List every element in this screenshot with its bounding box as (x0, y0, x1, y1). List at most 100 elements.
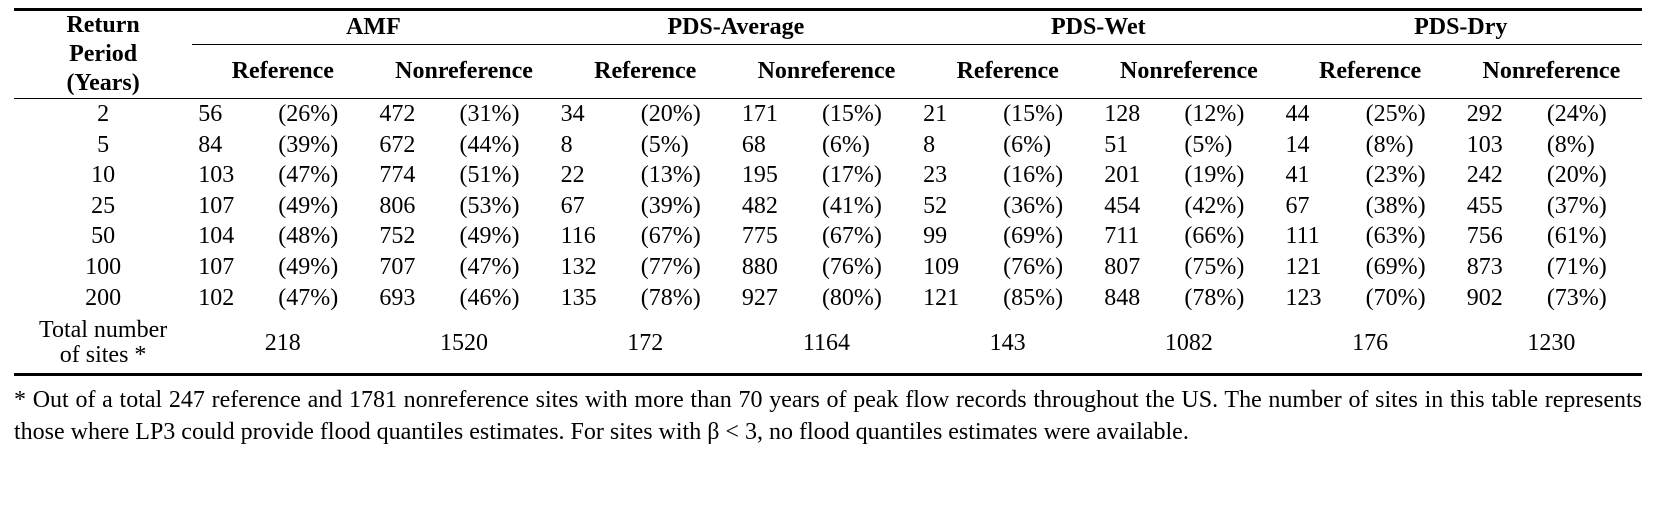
total-value: 176 (1352, 329, 1389, 356)
site-count-cell: 107 (198, 192, 235, 219)
total-row: Total number of sites * 218 1520 172 116… (14, 313, 1642, 375)
site-percent-cell: (85%) (1003, 284, 1064, 311)
subheader-reference: Reference (231, 58, 334, 85)
group-header-amf: AMF (192, 9, 555, 45)
site-percent-cell: (80%) (821, 284, 882, 311)
site-count-cell: 752 (379, 223, 416, 250)
site-count-cell: 848 (1104, 284, 1141, 311)
site-percent-cell: (6%) (1003, 131, 1052, 158)
site-count-cell: 109 (923, 253, 960, 280)
site-count-cell: 51 (1104, 131, 1129, 158)
site-percent-cell: (15%) (1003, 101, 1064, 127)
site-count-cell: 242 (1466, 162, 1503, 189)
site-count-cell: 52 (923, 192, 948, 219)
table-container: Return Period (Years) AMF PDS-Average PD… (14, 8, 1642, 448)
site-count-cell: 693 (379, 284, 416, 311)
site-percent-cell: (36%) (1003, 192, 1064, 219)
subheader-row: Reference Nonreference Reference Nonrefe… (14, 44, 1642, 99)
total-value: 218 (264, 329, 301, 356)
return-period-cell: 2 (97, 101, 110, 127)
site-count-cell: 775 (741, 223, 778, 250)
site-count-cell: 99 (923, 223, 948, 250)
site-percent-cell: (25%) (1365, 101, 1426, 127)
total-value: 143 (989, 329, 1026, 356)
rp-header-line3: (Years) (66, 70, 140, 96)
site-percent-cell: (20%) (1546, 162, 1607, 189)
site-percent-cell: (24%) (1546, 101, 1607, 127)
group-header-pds-dry: PDS-Dry (1279, 9, 1642, 45)
site-percent-cell: (44%) (459, 131, 520, 158)
site-count-cell: 121 (923, 284, 960, 311)
site-count-cell: 171 (741, 101, 778, 127)
site-percent-cell: (66%) (1184, 223, 1245, 250)
group-header-row: Return Period (Years) AMF PDS-Average PD… (14, 9, 1642, 99)
site-count-cell: 132 (560, 253, 597, 280)
site-percent-cell: (37%) (1546, 192, 1607, 219)
site-percent-cell: (19%) (1184, 162, 1245, 189)
site-percent-cell: (78%) (640, 284, 701, 311)
total-value: 1164 (802, 329, 851, 356)
site-percent-cell: (63%) (1365, 223, 1426, 250)
site-count-cell: 84 (198, 131, 223, 158)
table-row: 5 84 (39%) 672 (44%) 8 (5%) 68 (6%) 8 (6%) 51 (5%) 14… (14, 130, 1642, 161)
total-label: Total number of sites * (14, 313, 192, 375)
table-row: 10 103 (47%) 774 (51%) 22 (13%) 195 (17%) 23 (16%)… (14, 160, 1642, 191)
site-count-cell: 21 (923, 101, 948, 127)
total-value: 1082 (1164, 329, 1213, 356)
site-percent-cell: (76%) (821, 253, 882, 280)
site-count-cell: 107 (198, 253, 235, 280)
site-count-cell: 880 (741, 253, 778, 280)
site-count-cell: 68 (741, 131, 766, 158)
site-percent-cell: (78%) (1184, 284, 1245, 311)
subheader-reference: Reference (1319, 58, 1422, 85)
site-count-cell: 672 (379, 131, 416, 158)
table-row: 2 56 (26%) 472 (31%) 34 (20%) 171 (15%) 21 (15%) 12… (14, 99, 1642, 130)
site-percent-cell: (61%) (1546, 223, 1607, 250)
site-percent-cell: (48%) (278, 223, 339, 250)
site-count-cell: 902 (1466, 284, 1503, 311)
site-count-cell: 104 (198, 223, 235, 250)
site-count-cell: 806 (379, 192, 416, 219)
subheader-nonreference: Nonreference (757, 58, 896, 85)
site-percent-cell: (42%) (1184, 192, 1245, 219)
table-row: 100 107 (49%) 707 (47%) 132 (77%) 880 (76%) 109 (7… (14, 252, 1642, 283)
site-percent-cell: (12%) (1184, 101, 1245, 127)
site-count-cell: 873 (1466, 253, 1503, 280)
total-value: 172 (627, 329, 664, 356)
site-count-cell: 22 (560, 162, 585, 189)
return-period-cell: 10 (91, 162, 116, 189)
site-percent-cell: (49%) (278, 253, 339, 280)
rp-header-line2: Period (69, 41, 138, 67)
site-percent-cell: (70%) (1365, 284, 1426, 311)
group-header-pds-average: PDS-Average (554, 9, 918, 45)
site-count-cell: 756 (1466, 223, 1503, 250)
group-header-pds-wet: PDS-Wet (917, 9, 1280, 45)
site-count-cell: 472 (379, 101, 416, 127)
site-percent-cell: (41%) (821, 192, 882, 219)
site-count-cell: 14 (1285, 131, 1310, 158)
return-period-cell: 50 (91, 223, 116, 250)
site-percent-cell: (16%) (1003, 162, 1064, 189)
site-percent-cell: (38%) (1365, 192, 1426, 219)
site-percent-cell: (73%) (1546, 284, 1607, 311)
site-count-cell: 44 (1285, 101, 1310, 127)
site-percent-cell: (67%) (821, 223, 882, 250)
site-count-cell: 454 (1104, 192, 1141, 219)
site-count-cell: 102 (198, 284, 235, 311)
return-period-cell: 100 (85, 253, 122, 280)
site-count-cell: 67 (1285, 192, 1310, 219)
site-percent-cell: (69%) (1365, 253, 1426, 280)
subheader-reference: Reference (594, 58, 697, 85)
site-percent-cell: (76%) (1003, 253, 1064, 280)
flood-quantiles-table: Return Period (Years) AMF PDS-Average PD… (14, 8, 1642, 376)
site-percent-cell: (47%) (278, 162, 339, 189)
site-percent-cell: (8%) (1365, 131, 1414, 158)
subheader-nonreference: Nonreference (395, 58, 533, 85)
subheader-nonreference: Nonreference (1120, 58, 1258, 85)
site-percent-cell: (53%) (459, 192, 520, 219)
site-percent-cell: (23%) (1365, 162, 1426, 189)
site-percent-cell: (39%) (640, 192, 701, 219)
site-percent-cell: (47%) (278, 284, 339, 311)
site-count-cell: 774 (379, 162, 416, 189)
total-value: 1230 (1527, 329, 1576, 356)
